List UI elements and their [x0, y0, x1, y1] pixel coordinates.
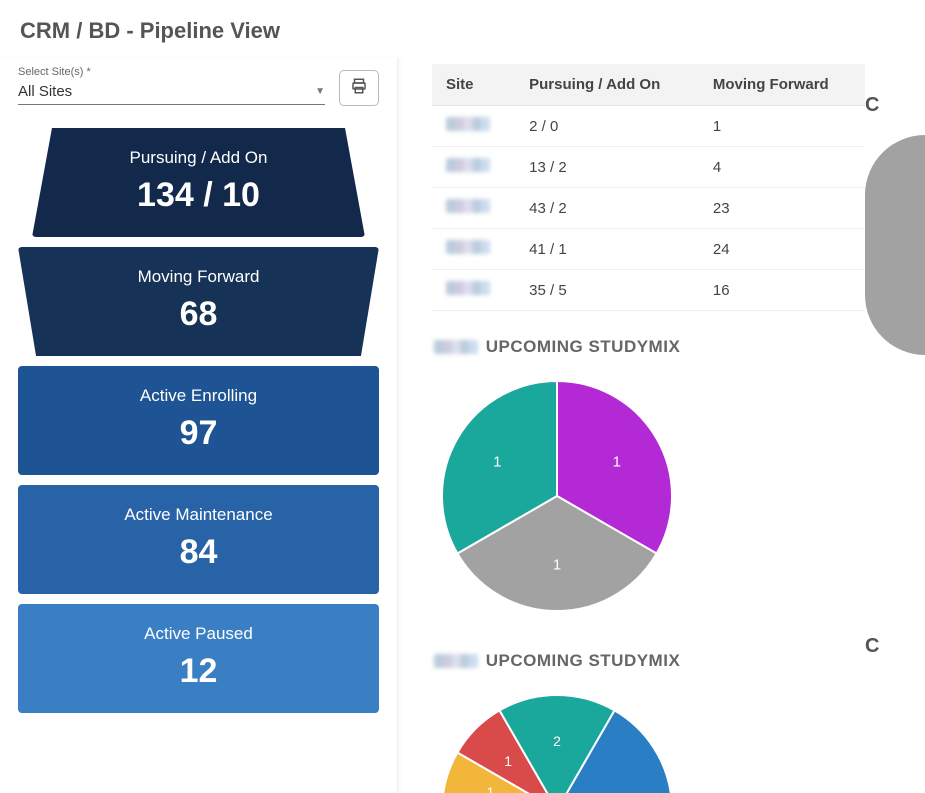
- cutoff-letter-b: C: [865, 635, 925, 658]
- studymix-chart-1: UPCOMING STUDYMIX 111: [432, 337, 682, 621]
- funnel-label: Pursuing / Add On: [42, 148, 355, 168]
- site-select-field[interactable]: All Sites ▼: [18, 81, 325, 105]
- print-button[interactable]: [339, 70, 379, 106]
- cutoff-letter-a: C: [865, 94, 925, 117]
- cutoff-pie-fragment: [865, 135, 925, 355]
- funnel-card[interactable]: Active Maintenance 84: [18, 485, 379, 594]
- table-cell: 4: [699, 147, 865, 188]
- redacted-site: [446, 199, 490, 213]
- site-select-value: All Sites: [18, 83, 72, 100]
- funnel-card[interactable]: Moving Forward 68: [18, 247, 379, 356]
- site-cell: [432, 188, 515, 229]
- funnel-card[interactable]: Active Paused 12: [18, 604, 379, 713]
- table-cell: 2 / 0: [515, 106, 699, 147]
- redacted-label: [434, 654, 478, 668]
- table-header: Site: [432, 64, 515, 106]
- site-cell: [432, 270, 515, 311]
- table-header: Moving Forward: [699, 64, 865, 106]
- funnel-label: Active Maintenance: [28, 505, 369, 525]
- funnel-value: 97: [28, 414, 369, 453]
- redacted-site: [446, 117, 490, 131]
- table-cell: 41 / 1: [515, 229, 699, 270]
- pipeline-table: SitePursuing / Add OnMoving Forward 2 / …: [432, 64, 865, 311]
- table-header: Pursuing / Add On: [515, 64, 699, 106]
- funnel-value: 84: [28, 533, 369, 572]
- table-cell: 1: [699, 106, 865, 147]
- redacted-site: [446, 158, 490, 172]
- table-row: 35 / 516: [432, 270, 865, 311]
- funnel-stack: Pursuing / Add On 134 / 10 Moving Forward 6…: [18, 128, 379, 713]
- chart1-title: UPCOMING STUDYMIX: [434, 337, 681, 357]
- site-cell: [432, 229, 515, 270]
- table-row: 41 / 124: [432, 229, 865, 270]
- table-row: 13 / 24: [432, 147, 865, 188]
- funnel-label: Moving Forward: [28, 267, 369, 287]
- chart1-title-text: UPCOMING STUDYMIX: [486, 337, 681, 357]
- cutoff-sidebar: C C: [865, 64, 925, 793]
- table-row: 2 / 01: [432, 106, 865, 147]
- funnel-value: 68: [28, 295, 369, 334]
- print-icon: [350, 77, 368, 100]
- studymix-chart-2: UPCOMING STUDYMIX 112: [432, 651, 682, 793]
- table-row: 43 / 223: [432, 188, 865, 229]
- funnel-label: Active Enrolling: [28, 386, 369, 406]
- content-area: Select Site(s) * All Sites ▼ Pursuing / …: [0, 58, 925, 793]
- charts-row-1: UPCOMING STUDYMIX 111: [432, 337, 865, 621]
- table-cell: 43 / 2: [515, 188, 699, 229]
- selector-row: Select Site(s) * All Sites ▼: [18, 66, 379, 106]
- table-cell: 16: [699, 270, 865, 311]
- table-cell: 23: [699, 188, 865, 229]
- table-cell: 24: [699, 229, 865, 270]
- funnel-value: 12: [28, 652, 369, 691]
- redacted-site: [446, 281, 490, 295]
- funnel-label: Active Paused: [28, 624, 369, 644]
- pie-chart-2: 112: [432, 685, 682, 793]
- site-select-label: Select Site(s) *: [18, 66, 325, 78]
- page-title: CRM / BD - Pipeline View: [0, 0, 925, 58]
- site-cell: [432, 106, 515, 147]
- right-panel: SitePursuing / Add OnMoving Forward 2 / …: [398, 58, 925, 793]
- chart2-title-text: UPCOMING STUDYMIX: [486, 651, 681, 671]
- pie-chart-1: 111: [432, 371, 682, 621]
- charts-row-2: UPCOMING STUDYMIX 112: [432, 651, 865, 793]
- left-panel: Select Site(s) * All Sites ▼ Pursuing / …: [0, 58, 398, 793]
- redacted-site: [446, 240, 490, 254]
- site-cell: [432, 147, 515, 188]
- redacted-label: [434, 340, 478, 354]
- table-cell: 13 / 2: [515, 147, 699, 188]
- funnel-card[interactable]: Active Enrolling 97: [18, 366, 379, 475]
- chart2-title: UPCOMING STUDYMIX: [434, 651, 681, 671]
- table-cell: 35 / 5: [515, 270, 699, 311]
- funnel-card[interactable]: Pursuing / Add On 134 / 10: [32, 128, 365, 237]
- funnel-value: 134 / 10: [42, 176, 355, 215]
- chevron-down-icon: ▼: [315, 86, 325, 97]
- site-select[interactable]: Select Site(s) * All Sites ▼: [18, 66, 325, 105]
